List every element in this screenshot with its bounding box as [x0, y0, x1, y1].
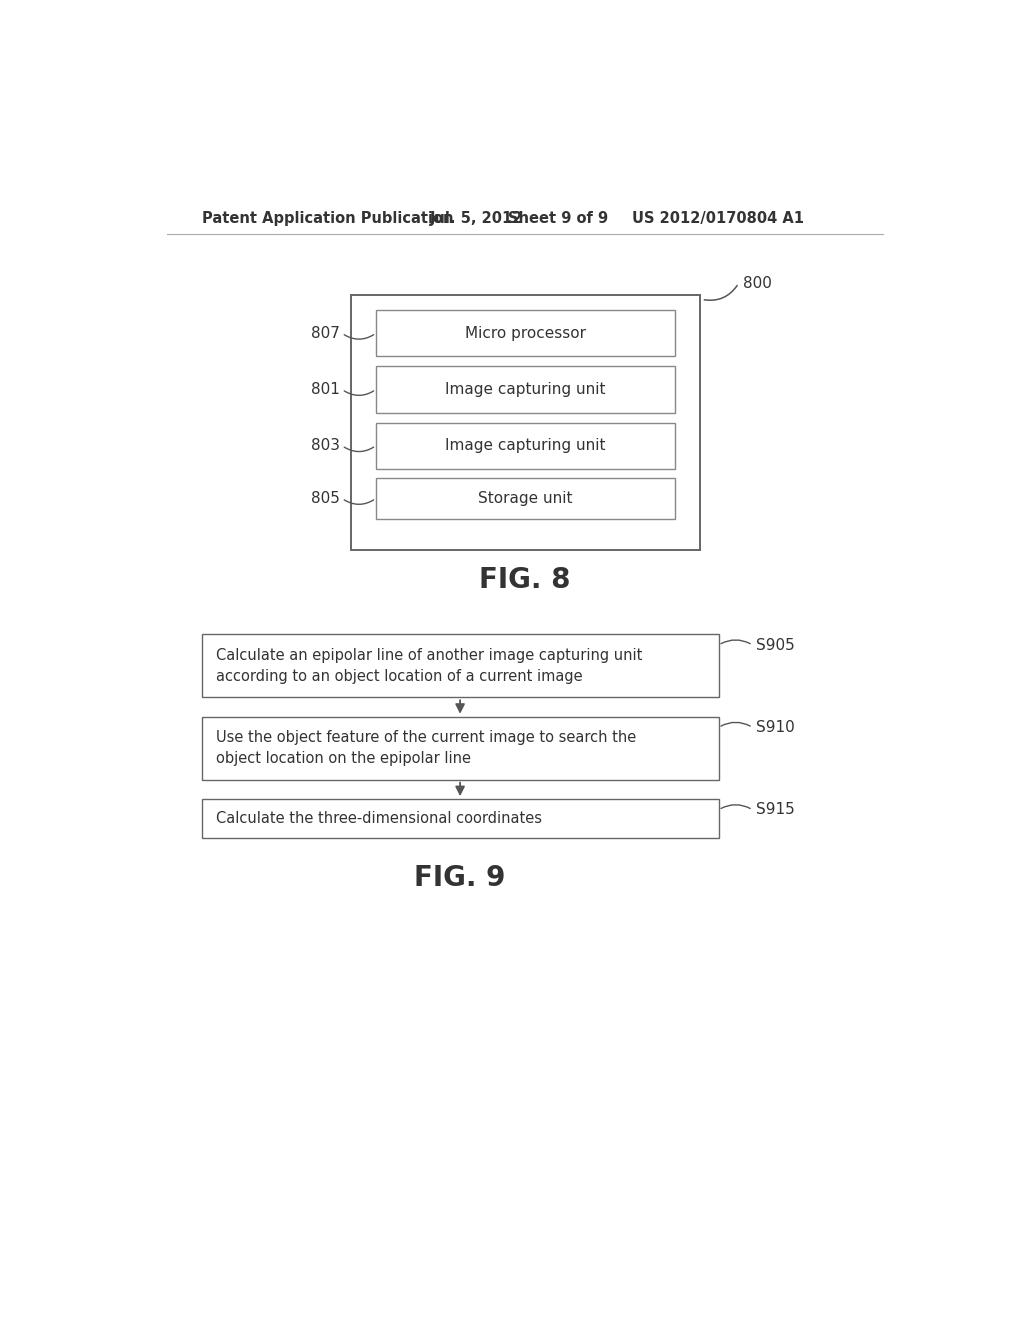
Bar [202, 635, 719, 697]
Bar [202, 799, 719, 838]
Text: Calculate an epipolar line of another image capturing unit
according to an objec: Calculate an epipolar line of another im… [216, 648, 642, 684]
Text: S910: S910 [756, 719, 795, 735]
Text: Use the object feature of the current image to search the
object location on the: Use the object feature of the current im… [216, 730, 636, 766]
Bar [376, 366, 675, 412]
Text: 800: 800 [742, 276, 771, 290]
Bar [376, 310, 675, 356]
Text: Sheet 9 of 9: Sheet 9 of 9 [508, 211, 608, 226]
Text: FIG. 9: FIG. 9 [414, 865, 506, 892]
Text: Micro processor: Micro processor [465, 326, 586, 341]
Text: Jul. 5, 2012: Jul. 5, 2012 [430, 211, 523, 226]
Text: Patent Application Publication: Patent Application Publication [202, 211, 454, 226]
Text: 801: 801 [311, 381, 340, 397]
Text: S915: S915 [756, 803, 795, 817]
Bar [351, 296, 700, 549]
Text: 803: 803 [311, 438, 340, 453]
Bar [202, 717, 719, 780]
Bar [376, 478, 675, 519]
Text: Image capturing unit: Image capturing unit [445, 438, 606, 453]
Text: FIG. 8: FIG. 8 [479, 566, 570, 594]
Text: 805: 805 [311, 491, 340, 506]
Text: US 2012/0170804 A1: US 2012/0170804 A1 [632, 211, 804, 226]
Bar [376, 422, 675, 469]
Text: Storage unit: Storage unit [478, 491, 572, 506]
Text: Calculate the three-dimensional coordinates: Calculate the three-dimensional coordina… [216, 810, 542, 826]
Text: Image capturing unit: Image capturing unit [445, 381, 606, 397]
Text: 807: 807 [311, 326, 340, 341]
Text: S905: S905 [756, 638, 795, 652]
